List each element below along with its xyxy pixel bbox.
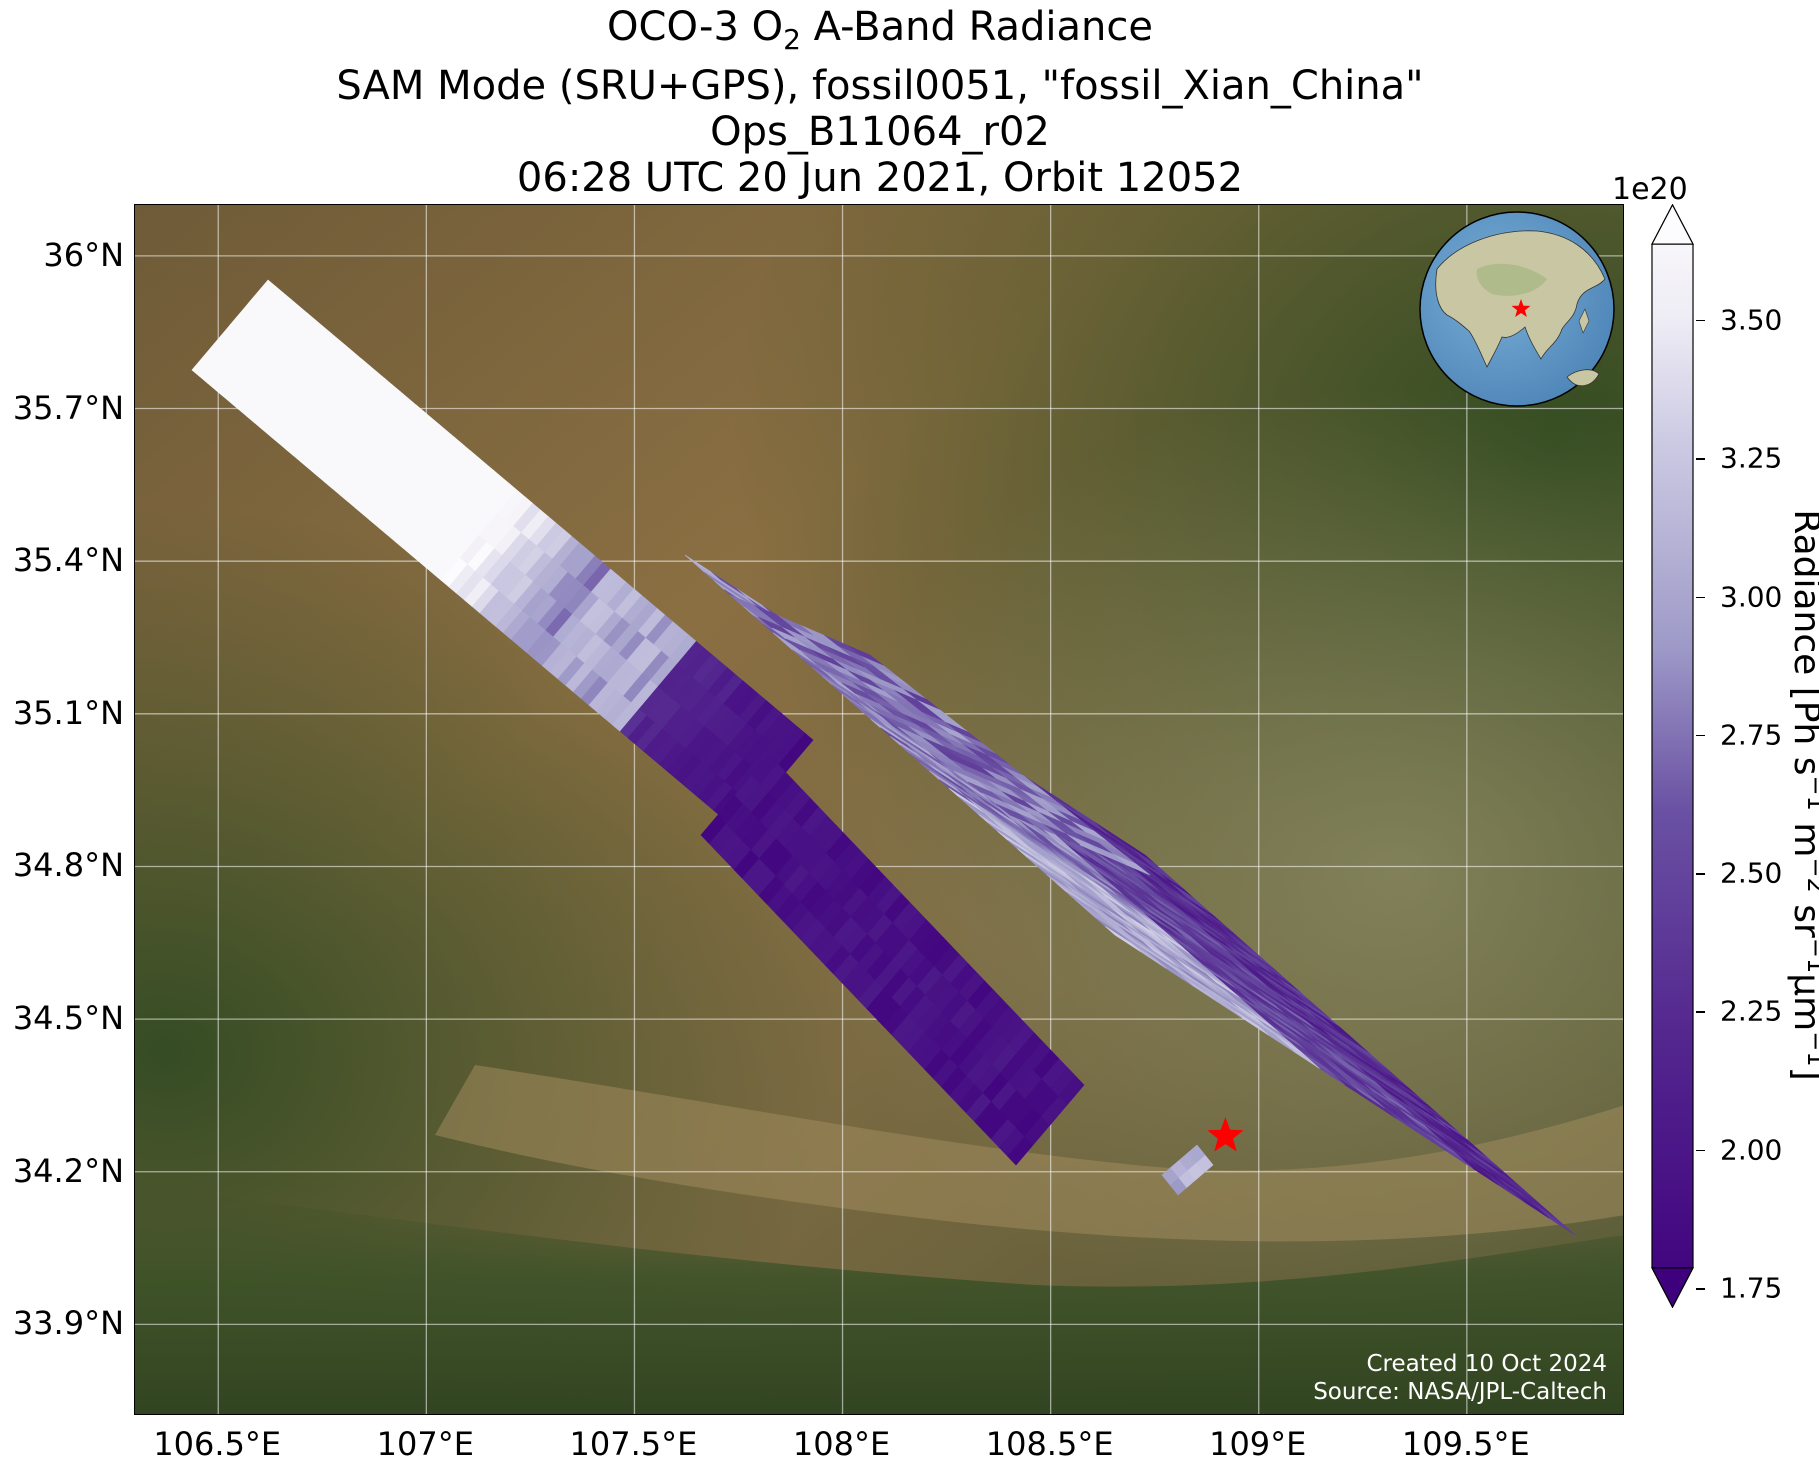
wei-river-valley [435,1065,1623,1242]
colorbar-tick-label: 2.25 [1720,994,1783,1028]
colorbar-tick-label: 2.75 [1720,718,1783,752]
map-panel[interactable]: Created 10 Oct 2024 Source: NASA/JPL-Cal… [134,204,1624,1415]
swath-sounding-narrow [785,733,814,763]
latitude-tick-label: 33.9°N [12,1304,124,1343]
longitude-tick-label: 107.5°E [569,1425,698,1463]
latitude-tick-label: 35.1°N [12,693,124,732]
map-svg [135,205,1623,1414]
figure-title: OCO-3 O2 A-Band Radiance SAM Mode (SRU+G… [0,4,1760,201]
longitude-tick-label: 108.5°E [985,1425,1114,1463]
colorbar-tick-label: 2.00 [1720,1133,1783,1167]
longitude-tick-label: 107°E [376,1425,474,1463]
gridlines [135,205,1623,1414]
swath-sounding-south [1058,1075,1085,1106]
latitude-tick-label: 35.4°N [12,541,124,580]
swath-sounding-fragment [1187,1144,1206,1163]
swath-sounding-upper [995,803,1034,826]
colorbar-tick-mark [1696,1288,1705,1290]
latitude-tick-label: 34.8°N [12,846,124,885]
footer-source: Source: NASA/JPL-Caltech [1313,1379,1607,1405]
title-line-2: SAM Mode (SRU+GPS), fossil0051, "fossil_… [336,63,1424,109]
radiance-swath [191,279,1576,1236]
latitude-tick-label: 34.5°N [12,999,124,1038]
colorbar-tick-label: 3.25 [1720,441,1783,475]
title-line-3: Ops_B11064_r02 [710,109,1050,155]
latitude-tick-label: 35.7°N [12,388,124,427]
colorbar-tick-label: 3.50 [1720,303,1783,337]
colorbar-tick-mark [1696,319,1705,322]
longitude-tick-label: 108°E [792,1425,891,1463]
inset-globe [1419,211,1615,407]
colorbar-tick-label: 1.75 [1720,1271,1783,1305]
swath-sounding-wide [1105,926,1141,952]
colorbar-tick-label: 3.00 [1720,580,1783,614]
colorbar-tick-label: 2.50 [1720,856,1783,890]
colorbar [1651,204,1694,1308]
colorbar-tick-mark [1696,596,1705,599]
colorbar-label: Radiance [Ph s−1 m−2 sr−1μm−1] [1786,509,1819,1080]
colorbar-tick-mark [1696,458,1705,460]
longitude-tick-label: 109°E [1209,1425,1307,1463]
title-line-4: 06:28 UTC 20 Jun 2021, Orbit 12052 [516,155,1244,201]
title-line-1: OCO-3 O2 A-Band Radiance [607,4,1153,56]
globe-land [1435,230,1606,368]
colorbar-tick-mark [1696,1149,1705,1152]
longitude-tick-label: 109.5°E [1401,1425,1530,1463]
colorbar-tick-mark [1696,873,1705,875]
latitude-tick-label: 36°N [43,235,124,274]
globe-star-icon [1511,299,1531,317]
longitude-tick-label: 106.5°E [153,1425,282,1463]
footer-created: Created 10 Oct 2024 [1366,1351,1607,1377]
target-star-marker [1207,1117,1244,1152]
colorbar-tick-mark [1696,734,1705,737]
latitude-tick-label: 34.2°N [12,1151,124,1190]
colorbar-exponent: 1e20 [1612,172,1688,207]
star-icon [1207,1117,1244,1152]
qinling-mountains [135,1185,1623,1414]
colorbar-tick-mark [1696,1011,1705,1013]
